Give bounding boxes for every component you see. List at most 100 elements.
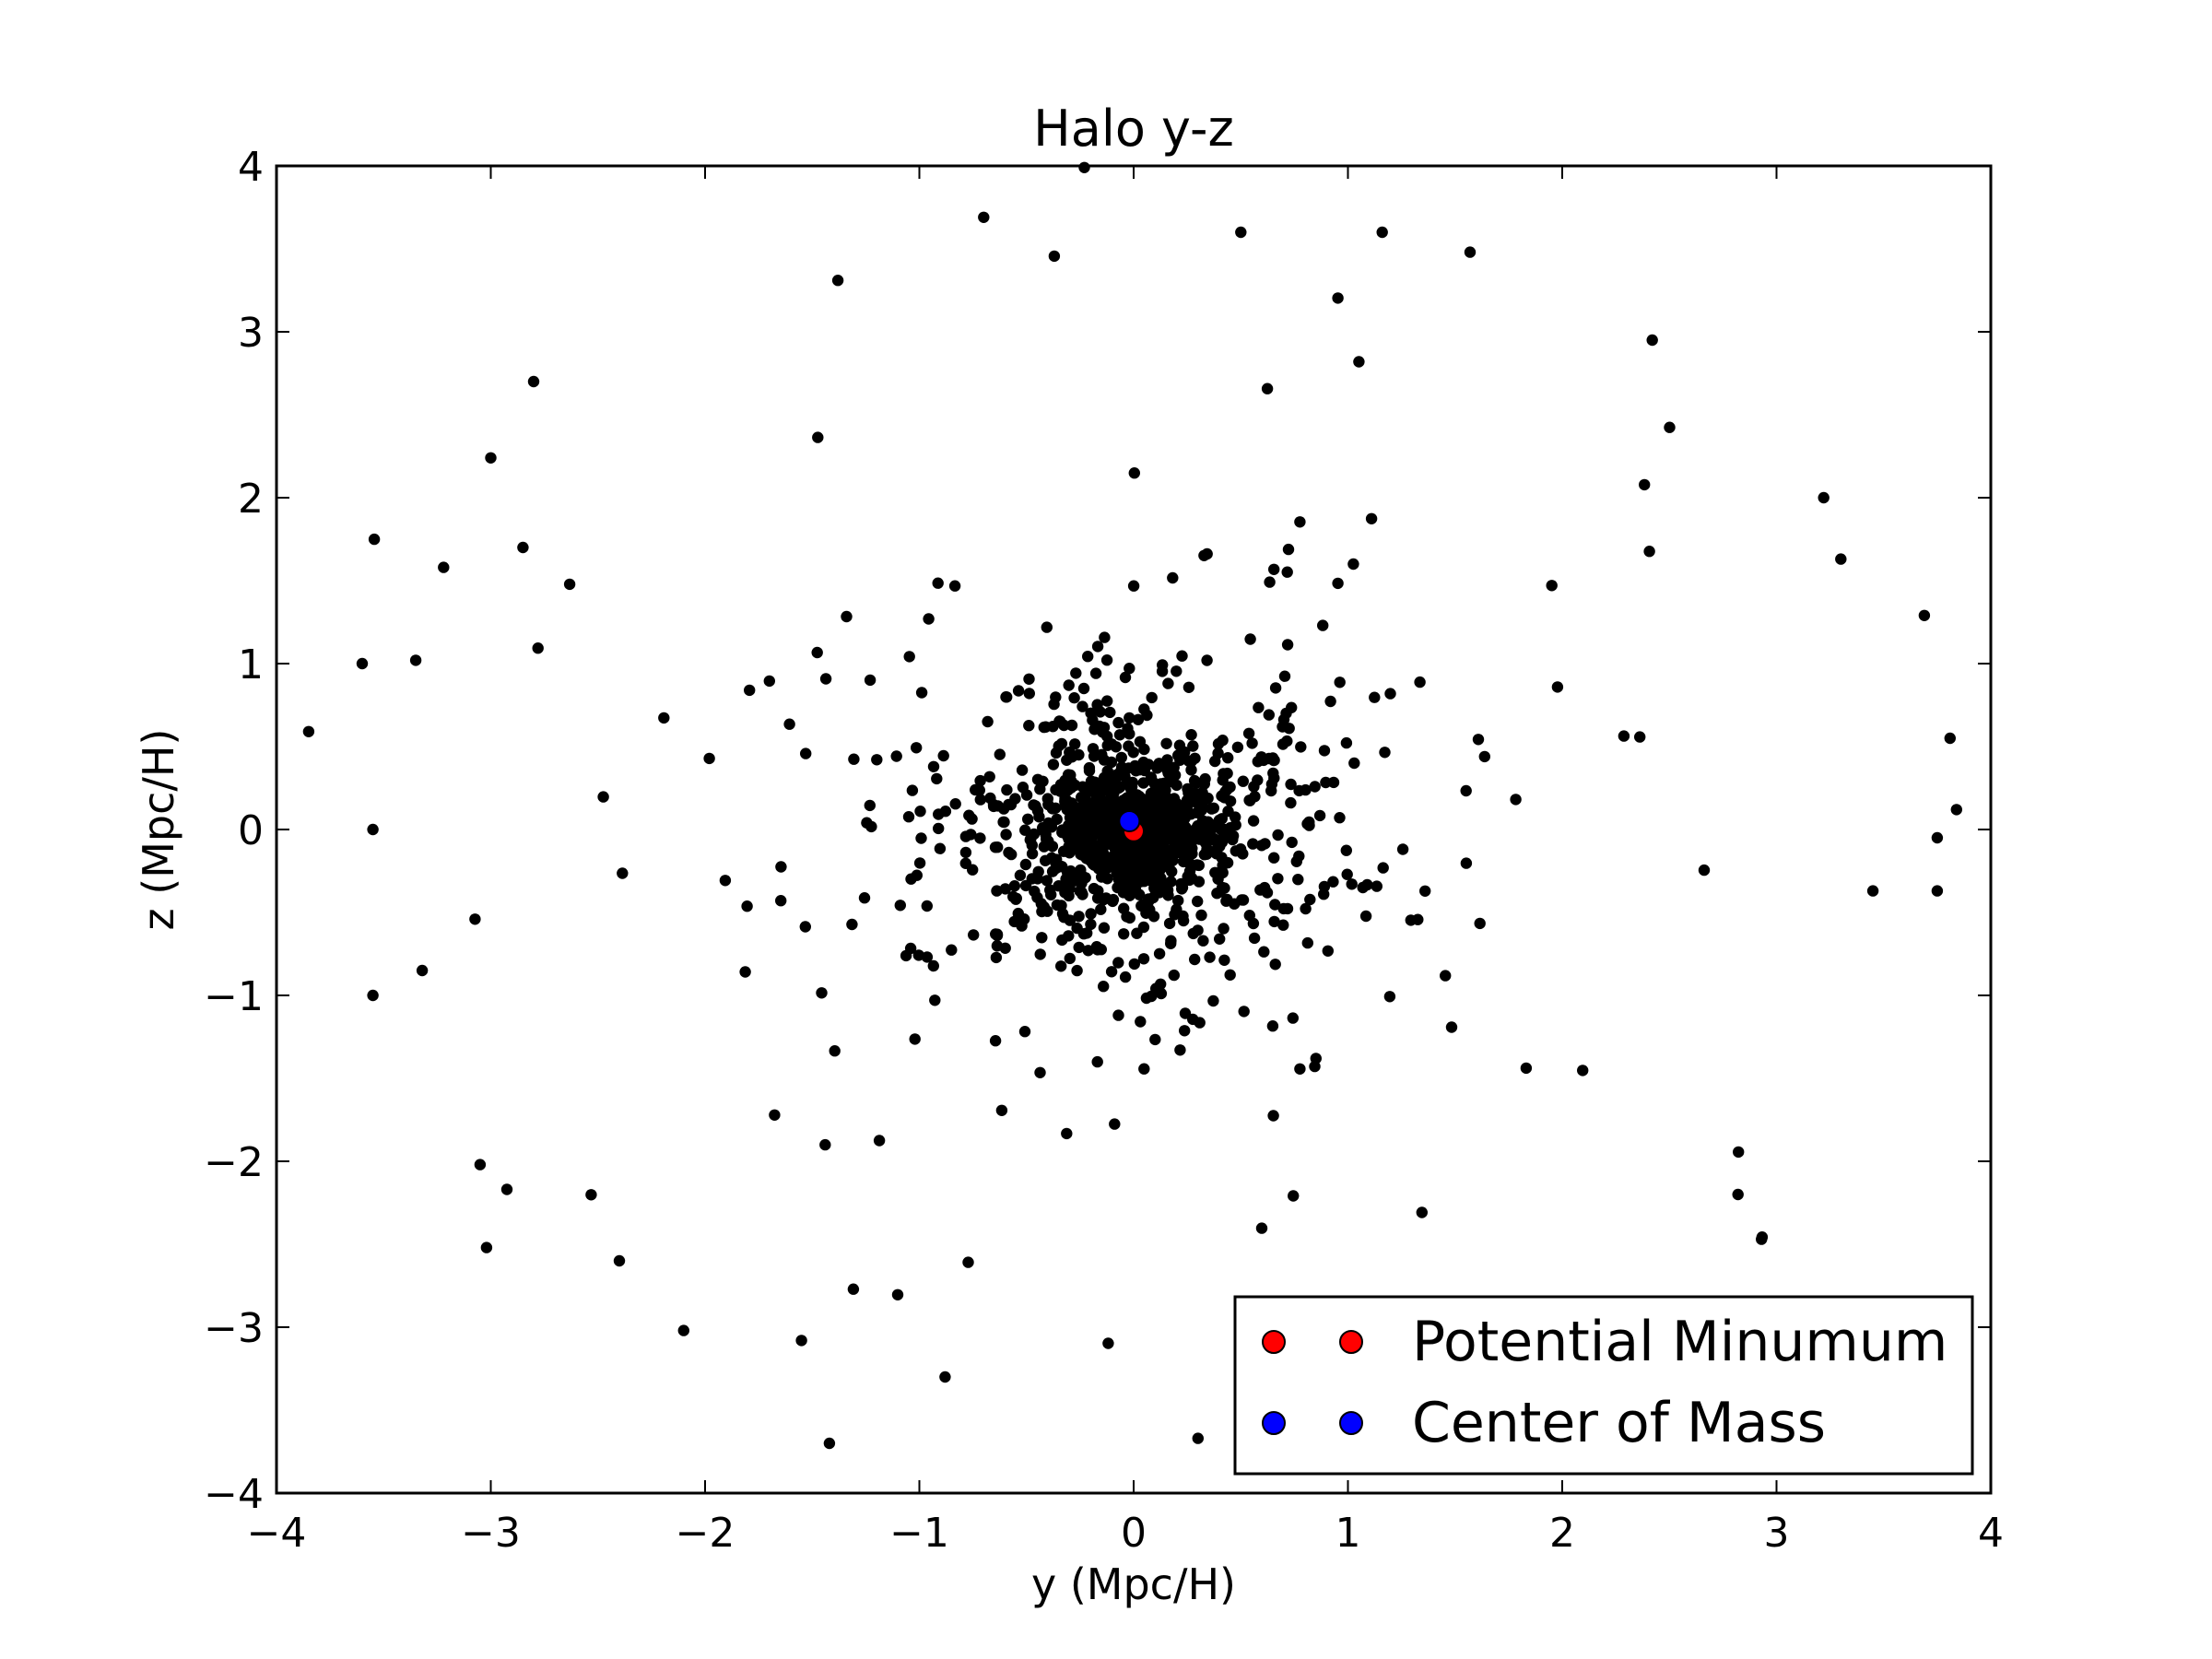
legend-box <box>1233 1295 1974 1476</box>
halo-particle-point <box>1128 958 1141 971</box>
halo-particle-point <box>1099 631 1111 643</box>
legend-label-center-of-mass: Center of Mass <box>1412 1391 1826 1455</box>
halo-particle-point <box>1218 792 1230 804</box>
halo-particle-point <box>1008 915 1020 928</box>
halo-particle-point <box>848 753 860 765</box>
halo-particle-point <box>1127 580 1140 592</box>
halo-particle-point <box>1036 932 1048 944</box>
halo-particle-point <box>1212 737 1225 750</box>
halo-particle-point <box>563 578 576 591</box>
halo-particle-point <box>1286 701 1298 713</box>
halo-particle-point <box>1215 823 1227 835</box>
halo-particle-point <box>1119 671 1132 684</box>
halo-particle-point <box>1134 888 1146 900</box>
halo-particle-point <box>900 949 912 962</box>
halo-particle-point <box>744 684 756 697</box>
halo-particle-point <box>1324 695 1336 708</box>
x-tick-label: −2 <box>676 1510 735 1557</box>
halo-particle-point <box>1317 619 1329 631</box>
halo-particle-point <box>1031 873 1044 885</box>
halo-particle-point <box>1182 681 1195 693</box>
halo-particle-point <box>1197 832 1210 845</box>
halo-particle-point <box>1119 971 1132 983</box>
halo-particle-point <box>356 657 369 670</box>
halo-particle-point <box>995 1104 1008 1117</box>
halo-particle-point <box>1197 935 1209 947</box>
halo-particle-point <box>1733 1146 1745 1159</box>
halo-particle-point <box>1000 829 1012 841</box>
halo-particle-point <box>1272 829 1284 841</box>
halo-particle-point <box>1277 738 1289 750</box>
halo-particle-point <box>1192 895 1204 908</box>
x-axis-label: y (Mpc/H) <box>1031 1559 1236 1609</box>
halo-particle-point <box>1440 970 1452 982</box>
halo-particle-point <box>1255 1222 1268 1234</box>
halo-particle-point <box>1003 846 1015 859</box>
halo-particle-point <box>948 580 961 592</box>
halo-particle-point <box>485 452 497 464</box>
halo-particle-point <box>1359 910 1372 923</box>
halo-particle-point <box>1464 246 1477 258</box>
x-tick-label: 0 <box>1121 1510 1147 1557</box>
halo-particle-point <box>1546 580 1558 592</box>
halo-particle-point <box>1237 894 1250 906</box>
halo-particle-point <box>1301 818 1313 830</box>
halo-particle-point <box>846 918 858 931</box>
halo-particle-point <box>1102 1337 1114 1349</box>
halo-particle-point <box>932 577 944 589</box>
chart-title: Halo y-z <box>1033 100 1234 158</box>
halo-particle-point <box>1089 667 1102 679</box>
halo-particle-point <box>1618 730 1630 742</box>
halo-particle-point <box>1268 852 1280 864</box>
halo-particle-point <box>1332 292 1344 304</box>
halo-particle-point <box>1460 857 1473 869</box>
halo-particle-point <box>1148 816 1160 829</box>
halo-particle-point <box>1064 747 1076 759</box>
halo-particle-point <box>1244 633 1256 645</box>
legend-marker-com-1 <box>1262 1411 1286 1435</box>
halo-particle-point <box>1214 933 1226 945</box>
halo-particle-point <box>1057 845 1070 857</box>
halo-particle-point <box>1377 862 1389 874</box>
halo-particle-point <box>1162 767 1174 779</box>
halo-particle-point <box>1416 1206 1429 1218</box>
halo-particle-point <box>915 687 928 699</box>
halo-particle-point <box>1064 952 1077 965</box>
halo-particle-point <box>1073 911 1085 923</box>
halo-particle-point <box>1172 749 1184 761</box>
halo-particle-point <box>1069 870 1081 882</box>
halo-particle-point <box>929 994 941 1006</box>
halo-particle-point <box>915 832 927 844</box>
halo-particle-point <box>1151 833 1164 845</box>
halo-particle-point <box>1269 899 1281 911</box>
special-points-layer <box>1118 810 1145 842</box>
halo-particle-point <box>1212 747 1224 759</box>
halo-particle-point <box>1100 892 1112 904</box>
halo-particle-point <box>1001 691 1013 703</box>
halo-particle-point <box>1179 1025 1191 1037</box>
halo-particle-point <box>1247 815 1260 827</box>
halo-particle-point <box>1238 1006 1250 1018</box>
halo-particle-point <box>783 718 795 730</box>
halo-particle-point <box>1293 784 1305 797</box>
halo-particle-point <box>812 431 824 443</box>
halo-particle-point <box>997 816 1009 829</box>
halo-particle-point <box>949 798 961 810</box>
halo-particle-point <box>1112 1009 1124 1021</box>
halo-particle-point <box>769 1109 781 1122</box>
halo-particle-point <box>831 275 844 287</box>
halo-particle-point <box>1112 957 1124 969</box>
halo-particle-point <box>474 1159 487 1171</box>
halo-particle-point <box>1053 740 1065 752</box>
halo-particle-point <box>991 940 1004 952</box>
halo-particle-point <box>1218 954 1230 967</box>
halo-particle-point <box>1269 682 1282 694</box>
halo-particle-point <box>921 900 933 912</box>
halo-particle-point <box>962 1256 974 1268</box>
halo-particle-point <box>1174 1044 1186 1056</box>
halo-particle-point <box>1098 981 1110 993</box>
halo-particle-point <box>1046 803 1059 815</box>
halo-particle-point <box>1095 903 1107 915</box>
halo-particle-point <box>990 928 1002 940</box>
halo-particle-point <box>1135 840 1147 852</box>
